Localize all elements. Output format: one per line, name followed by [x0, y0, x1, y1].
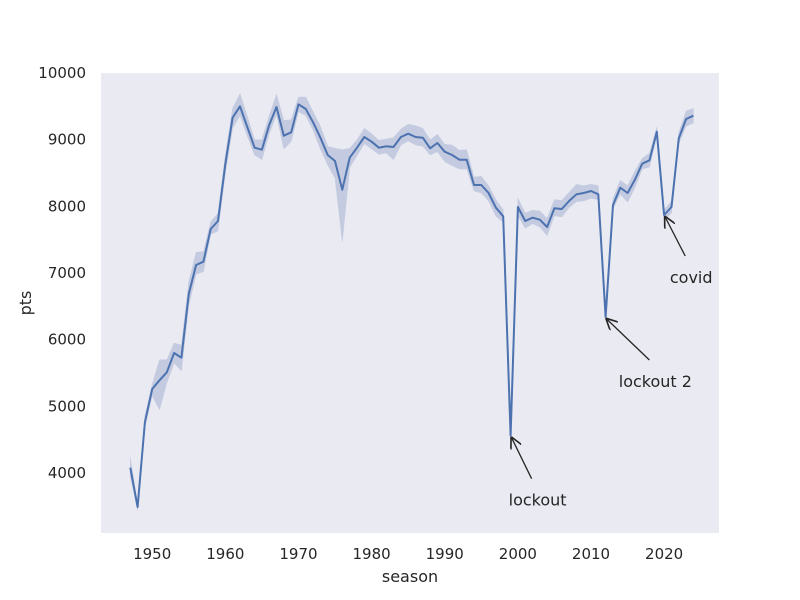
- x-tick-label: 2020: [645, 545, 683, 563]
- y-axis-label: pts: [16, 291, 35, 316]
- annotation-label: lockout: [509, 491, 567, 510]
- x-tick-label: 1990: [426, 545, 464, 563]
- y-tick-label: 9000: [48, 131, 86, 149]
- series-line: [129, 103, 694, 508]
- y-tick-label: 4000: [48, 464, 86, 482]
- annotation-label: lockout 2: [619, 372, 692, 391]
- y-tick-label: 5000: [48, 397, 86, 415]
- y-tick-label: 6000: [48, 331, 86, 349]
- annotation-label: covid: [670, 268, 713, 287]
- x-axis-label: season: [382, 567, 438, 586]
- annotation-arrow: [607, 319, 650, 361]
- y-axis: 4000 5000 6000 7000 8000 9000 10000: [38, 64, 86, 482]
- y-tick-label: 10000: [38, 64, 86, 82]
- y-tick-label: 7000: [48, 264, 86, 282]
- x-tick-label: 2000: [499, 545, 537, 563]
- plot-area: [101, 73, 719, 533]
- x-axis: 1950 1960 1970 1980 1990 2000 2010 2020: [133, 545, 683, 563]
- x-tick-label: 2010: [572, 545, 610, 563]
- x-tick-label: 1960: [206, 545, 244, 563]
- annotation-arrow: [512, 438, 533, 479]
- annotation-arrow: [665, 217, 686, 257]
- x-tick-label: 1970: [279, 545, 317, 563]
- y-tick-label: 8000: [48, 197, 86, 215]
- x-tick-label: 1980: [353, 545, 391, 563]
- confidence-band: [130, 93, 694, 511]
- x-tick-label: 1950: [133, 545, 171, 563]
